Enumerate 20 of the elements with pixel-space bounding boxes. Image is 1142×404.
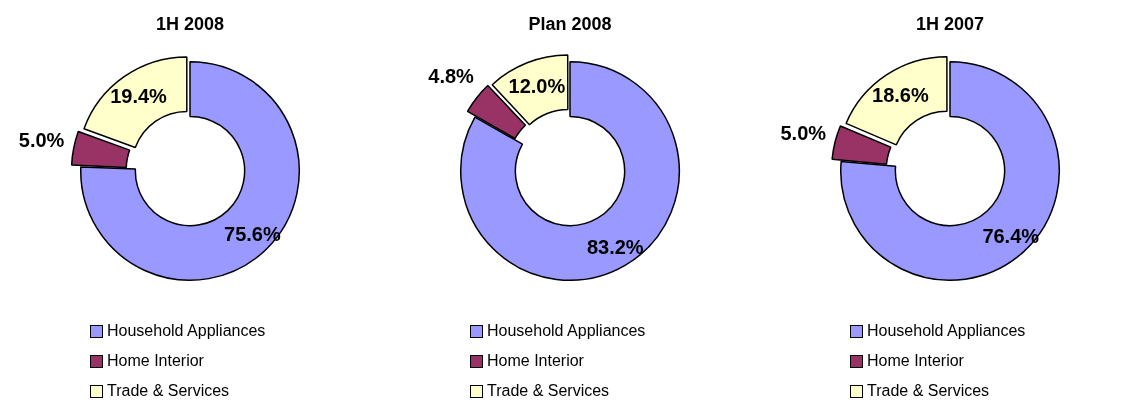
- data-label: 5.0%: [780, 121, 827, 144]
- legend-label: Household Appliances: [487, 322, 646, 340]
- legend-label: Household Appliances: [107, 322, 266, 340]
- legend-label: Home Interior: [487, 352, 584, 370]
- data-label: 19.4%: [110, 84, 168, 107]
- chart-title: 1H 2007: [914, 14, 986, 36]
- data-label: 76.4%: [982, 224, 1040, 247]
- legend-label: Home Interior: [107, 352, 204, 370]
- legend-label: Trade & Services: [867, 382, 990, 400]
- legend-label: Trade & Services: [487, 382, 610, 400]
- chart-title: Plan 2008: [527, 14, 613, 36]
- data-label: 12.0%: [508, 74, 566, 97]
- data-label: 4.8%: [428, 65, 475, 88]
- data-label: 83.2%: [586, 236, 644, 259]
- data-label: 5.0%: [18, 129, 65, 152]
- legend-label: Home Interior: [867, 352, 964, 370]
- legend-label: Trade & Services: [107, 382, 230, 400]
- chart-title: 1H 2008: [154, 14, 226, 36]
- legend-label: Household Appliances: [867, 322, 1026, 340]
- data-label: 18.6%: [872, 83, 929, 106]
